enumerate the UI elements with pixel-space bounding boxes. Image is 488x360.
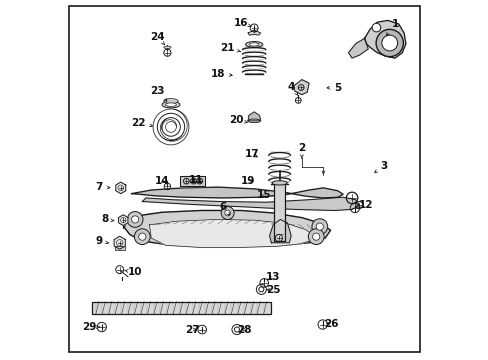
Polygon shape xyxy=(119,215,128,226)
Ellipse shape xyxy=(165,103,176,107)
Text: 13: 13 xyxy=(265,272,280,282)
Text: 16: 16 xyxy=(233,18,251,28)
Polygon shape xyxy=(114,236,125,249)
Text: 27: 27 xyxy=(185,325,200,334)
Text: 23: 23 xyxy=(150,86,166,101)
Text: 8: 8 xyxy=(101,215,114,224)
Polygon shape xyxy=(124,211,330,246)
Text: 18: 18 xyxy=(210,69,232,79)
Polygon shape xyxy=(149,220,314,247)
Circle shape xyxy=(224,210,230,216)
Bar xyxy=(115,246,124,250)
Ellipse shape xyxy=(249,43,259,46)
Ellipse shape xyxy=(245,41,262,47)
Text: 29: 29 xyxy=(82,322,100,332)
Text: 22: 22 xyxy=(131,118,152,128)
Circle shape xyxy=(311,219,327,234)
Text: 14: 14 xyxy=(154,176,169,186)
Text: 28: 28 xyxy=(237,325,251,334)
Polygon shape xyxy=(247,30,260,35)
Circle shape xyxy=(127,212,142,227)
Text: 2: 2 xyxy=(298,143,305,158)
Text: 25: 25 xyxy=(265,285,280,296)
Text: 11: 11 xyxy=(188,175,203,185)
Polygon shape xyxy=(116,182,125,194)
Ellipse shape xyxy=(163,99,178,104)
Ellipse shape xyxy=(271,181,286,185)
Text: 10: 10 xyxy=(124,267,142,277)
Text: 4: 4 xyxy=(287,82,297,95)
Polygon shape xyxy=(131,187,343,198)
Text: 24: 24 xyxy=(150,32,164,45)
Text: 7: 7 xyxy=(95,182,110,192)
Text: 19: 19 xyxy=(241,176,255,186)
Circle shape xyxy=(381,35,397,51)
Circle shape xyxy=(312,233,319,240)
Polygon shape xyxy=(269,220,290,243)
Ellipse shape xyxy=(162,102,180,108)
Text: 1: 1 xyxy=(386,19,398,35)
Ellipse shape xyxy=(163,46,171,49)
Circle shape xyxy=(139,233,145,240)
Text: 20: 20 xyxy=(229,115,247,125)
Circle shape xyxy=(134,229,150,244)
Circle shape xyxy=(316,223,323,230)
Text: 12: 12 xyxy=(356,200,373,210)
Ellipse shape xyxy=(247,119,260,123)
Text: 21: 21 xyxy=(220,43,240,53)
Polygon shape xyxy=(348,39,367,58)
Circle shape xyxy=(308,229,324,244)
Circle shape xyxy=(375,30,403,57)
Text: 3: 3 xyxy=(374,161,387,172)
Text: 26: 26 xyxy=(324,319,338,329)
Bar xyxy=(92,302,271,315)
Text: 6: 6 xyxy=(219,202,229,215)
Polygon shape xyxy=(247,112,260,121)
Polygon shape xyxy=(364,21,405,58)
Bar xyxy=(273,182,285,241)
Text: 5: 5 xyxy=(326,83,341,93)
Circle shape xyxy=(221,207,234,220)
Text: 15: 15 xyxy=(257,190,271,200)
Text: 17: 17 xyxy=(244,149,259,159)
Circle shape xyxy=(131,216,139,223)
Polygon shape xyxy=(293,80,308,95)
Polygon shape xyxy=(142,197,359,211)
Polygon shape xyxy=(180,176,204,186)
Text: 9: 9 xyxy=(96,236,108,246)
Circle shape xyxy=(371,23,380,32)
